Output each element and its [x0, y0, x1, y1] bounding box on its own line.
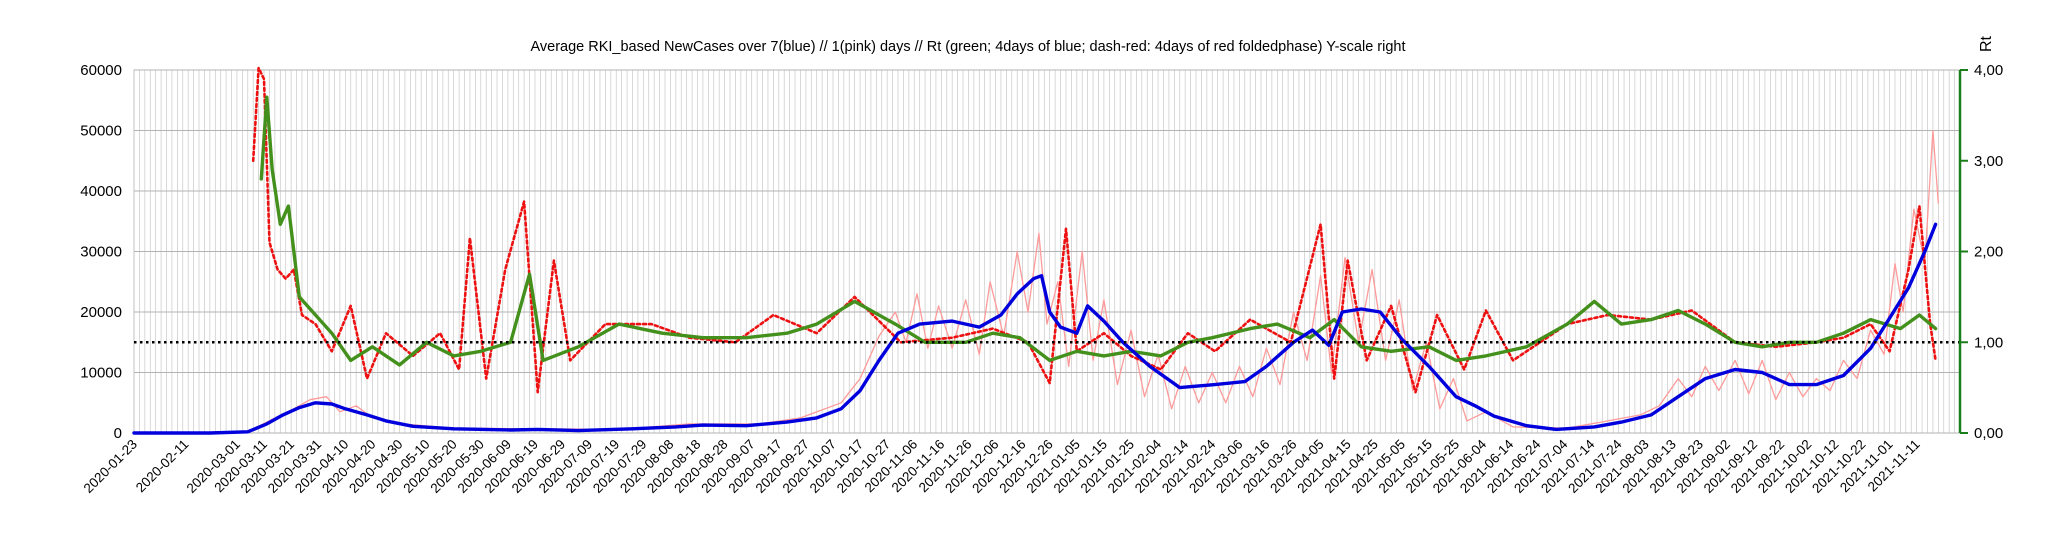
x-tick-label: 2020-02-11 — [133, 437, 192, 496]
right-tick-label: 0,00 — [1974, 425, 2003, 442]
left-tick-label: 20000 — [80, 304, 122, 321]
series-line-0 — [132, 222, 1938, 435]
left-tick-label: 10000 — [80, 365, 122, 382]
grid-layer — [133, 69, 1961, 434]
left-tick-label: 50000 — [80, 123, 122, 140]
right-axis-title: Rt — [1978, 35, 1995, 52]
right-tick-label: 2,00 — [1974, 244, 2003, 261]
left-tick-label: 40000 — [80, 183, 122, 200]
series-line-2 — [251, 66, 1937, 394]
right-tick-label: 3,00 — [1974, 153, 2003, 170]
series-layer — [132, 66, 1960, 435]
chart-title: Average RKI_based NewCases over 7(blue) … — [530, 39, 1405, 55]
left-tick-label: 30000 — [80, 244, 122, 261]
x-tick-label: 2020-01-23 — [81, 437, 140, 496]
left-tick-label: 60000 — [80, 62, 122, 79]
series-line-1 — [259, 95, 1938, 367]
left-tick-label: 0 — [114, 425, 122, 442]
right-tick-label: 1,00 — [1974, 334, 2003, 351]
right-tick-label: 4,00 — [1974, 62, 2003, 79]
